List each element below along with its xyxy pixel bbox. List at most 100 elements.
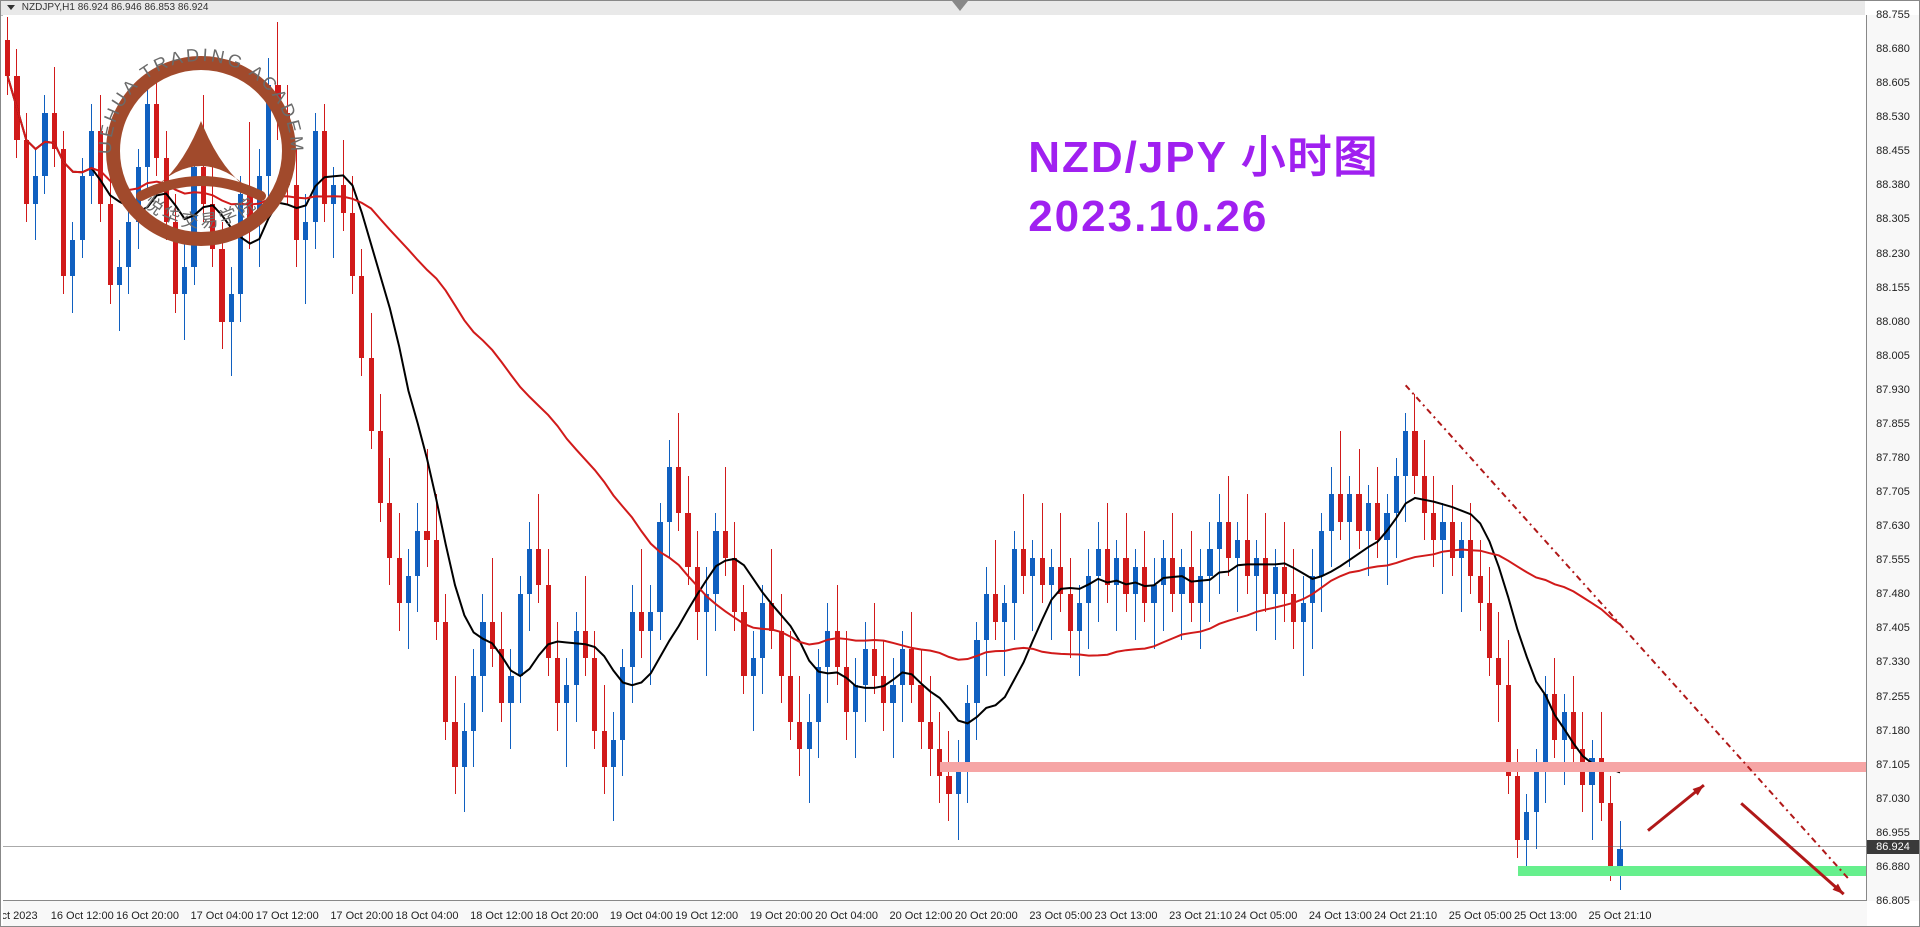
candle-body bbox=[611, 740, 616, 767]
candle-body bbox=[685, 513, 690, 568]
candle-wick bbox=[995, 540, 996, 640]
x-tick-label: 17 Oct 20:00 bbox=[330, 910, 393, 922]
candle-body bbox=[1608, 803, 1613, 867]
candle-body bbox=[1189, 567, 1194, 603]
x-tick-label: 24 Oct 13:00 bbox=[1309, 910, 1372, 922]
candle-wick bbox=[585, 576, 586, 676]
candle-wick bbox=[1275, 549, 1276, 640]
x-tick-label: 23 Oct 21:10 bbox=[1169, 910, 1232, 922]
candle-body bbox=[322, 131, 327, 204]
candle-body bbox=[723, 531, 728, 558]
candle-body bbox=[1366, 503, 1371, 530]
y-tick-label: 88.230 bbox=[1869, 248, 1917, 260]
candle-body bbox=[508, 676, 513, 703]
candle-body bbox=[1356, 494, 1361, 530]
support-band bbox=[1518, 866, 1868, 876]
candle-wick bbox=[249, 122, 250, 249]
candle-body bbox=[630, 612, 635, 667]
candle-body bbox=[797, 722, 802, 749]
y-tick-label: 88.455 bbox=[1869, 145, 1917, 157]
candle-body bbox=[5, 40, 10, 76]
candle-body bbox=[98, 131, 103, 204]
candle-body bbox=[117, 267, 122, 285]
candle-body bbox=[14, 76, 19, 140]
y-tick-label: 86.955 bbox=[1869, 827, 1917, 839]
candle-body bbox=[704, 594, 709, 612]
candle-body bbox=[881, 676, 886, 703]
candle-body bbox=[1394, 476, 1399, 512]
candle-body bbox=[331, 185, 336, 203]
candle-body bbox=[219, 249, 224, 322]
candle-body bbox=[1161, 558, 1166, 585]
candle-body bbox=[1058, 567, 1063, 594]
y-tick-label: 88.080 bbox=[1869, 316, 1917, 328]
y-tick-label: 87.480 bbox=[1869, 588, 1917, 600]
candle-body bbox=[42, 113, 47, 177]
candle-body bbox=[918, 685, 923, 721]
candle-wick bbox=[753, 631, 754, 731]
candle-body bbox=[369, 358, 374, 431]
candle-body bbox=[1403, 431, 1408, 476]
candle-body bbox=[266, 85, 271, 176]
candle-body bbox=[1534, 767, 1539, 812]
candle-body bbox=[434, 540, 439, 622]
candle-wick bbox=[1349, 476, 1350, 567]
y-tick-label: 88.530 bbox=[1869, 111, 1917, 123]
y-tick-label: 86.805 bbox=[1869, 895, 1917, 907]
candle-body bbox=[1245, 540, 1250, 576]
candle-wick bbox=[231, 267, 232, 376]
x-tick-label: 18 Oct 12:00 bbox=[470, 910, 533, 922]
candle-body bbox=[639, 612, 644, 630]
candle-body bbox=[1329, 494, 1334, 530]
candle-body bbox=[657, 522, 662, 613]
x-tick-label: 20 Oct 04:00 bbox=[815, 910, 878, 922]
y-tick-label: 87.330 bbox=[1869, 656, 1917, 668]
y-tick-label: 87.105 bbox=[1869, 759, 1917, 771]
candle-body bbox=[602, 731, 607, 767]
candle-body bbox=[33, 176, 38, 203]
candle-wick bbox=[1060, 513, 1061, 613]
x-tick-label: 23 Oct 05:00 bbox=[1029, 910, 1092, 922]
candle-wick bbox=[427, 449, 428, 567]
candle-body bbox=[1487, 603, 1492, 658]
chart-window: NZDJPY,H1 86.924 86.946 86.853 86.924 NZ… bbox=[0, 0, 1920, 927]
candle-body bbox=[1235, 540, 1240, 558]
candle-body bbox=[89, 131, 94, 176]
x-axis: 16 Oct 202316 Oct 12:0016 Oct 20:0017 Oc… bbox=[3, 900, 1867, 926]
candle-body bbox=[844, 667, 849, 712]
x-tick-label: 19 Oct 12:00 bbox=[675, 910, 738, 922]
candle-wick bbox=[1004, 585, 1005, 676]
y-tick-label: 88.755 bbox=[1869, 9, 1917, 21]
candle-body bbox=[993, 594, 998, 621]
candle-body bbox=[424, 531, 429, 540]
x-tick-label: 19 Oct 20:00 bbox=[750, 910, 813, 922]
candle-body bbox=[341, 185, 346, 212]
x-tick-label: 17 Oct 12:00 bbox=[256, 910, 319, 922]
candle-body bbox=[257, 176, 262, 221]
y-tick-label: 88.680 bbox=[1869, 43, 1917, 55]
candle-body bbox=[397, 558, 402, 603]
candle-body bbox=[779, 631, 784, 676]
candle-body bbox=[1412, 431, 1417, 476]
candle-body bbox=[1282, 567, 1287, 594]
candle-body bbox=[574, 631, 579, 686]
x-tick-label: 18 Oct 20:00 bbox=[535, 910, 598, 922]
candle-body bbox=[1468, 540, 1473, 576]
candle-body bbox=[1571, 712, 1576, 748]
candle-wick bbox=[1135, 549, 1136, 640]
candle-wick bbox=[333, 167, 334, 258]
center-handle-icon[interactable] bbox=[952, 1, 968, 11]
candle-body bbox=[909, 649, 914, 685]
candle-wick bbox=[1461, 522, 1462, 613]
candle-body bbox=[1105, 549, 1110, 585]
plot-area[interactable]: NZD/JPY 小时图2023.10.26 bbox=[3, 15, 1867, 901]
candle-body bbox=[1478, 576, 1483, 603]
y-tick-label: 88.605 bbox=[1869, 77, 1917, 89]
candle-wick bbox=[119, 240, 120, 331]
candle-body bbox=[1422, 476, 1427, 512]
dropdown-icon[interactable] bbox=[7, 5, 15, 10]
candle-body bbox=[1291, 594, 1296, 621]
candle-body bbox=[378, 431, 383, 504]
y-tick-label: 88.155 bbox=[1869, 282, 1917, 294]
candle-body bbox=[1263, 558, 1268, 594]
